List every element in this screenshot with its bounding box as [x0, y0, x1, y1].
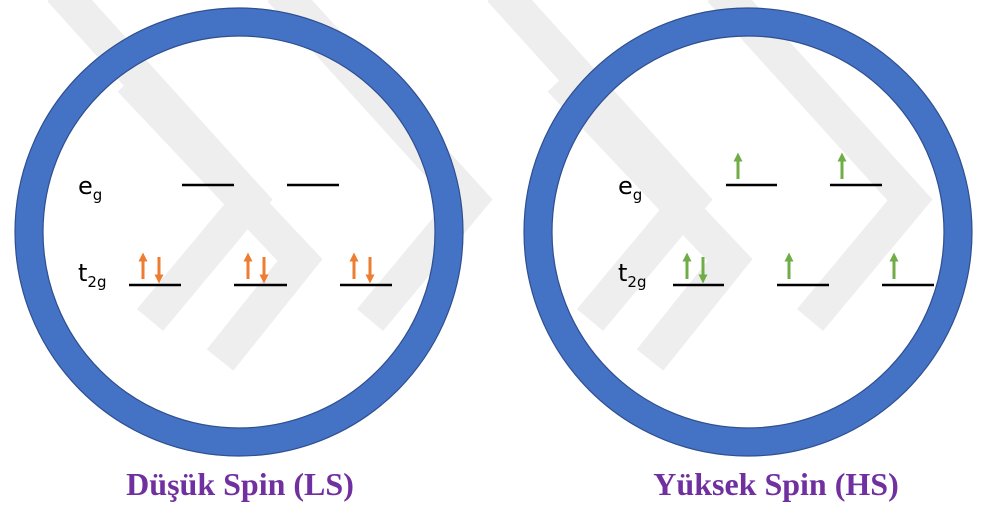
watermark-stroke — [547, 68, 753, 371]
watermark-logo — [47, 0, 933, 371]
eg-label: eg — [618, 172, 642, 204]
ring-outline — [14, 7, 464, 457]
t2g-label: t2g — [78, 259, 107, 291]
high-spin-ring — [524, 8, 972, 456]
low-spin-caption: Düşük Spin (LS) — [126, 466, 354, 502]
ring-outline — [551, 35, 945, 429]
low-spin-ring — [15, 8, 463, 456]
eg-label: eg — [78, 172, 102, 204]
t2g-label: t2g — [618, 259, 647, 291]
orbital-levels — [673, 152, 934, 287]
ring-outline — [523, 7, 973, 457]
high-spin-panel: eg t2g — [523, 7, 973, 457]
ring-outline — [42, 35, 436, 429]
low-spin-panel: eg t2g — [14, 7, 464, 457]
high-spin-caption: Yüksek Spin (HS) — [653, 466, 899, 502]
watermark-stroke — [117, 68, 323, 371]
watermark-stroke — [707, 0, 933, 331]
orbital-levels — [129, 183, 392, 287]
